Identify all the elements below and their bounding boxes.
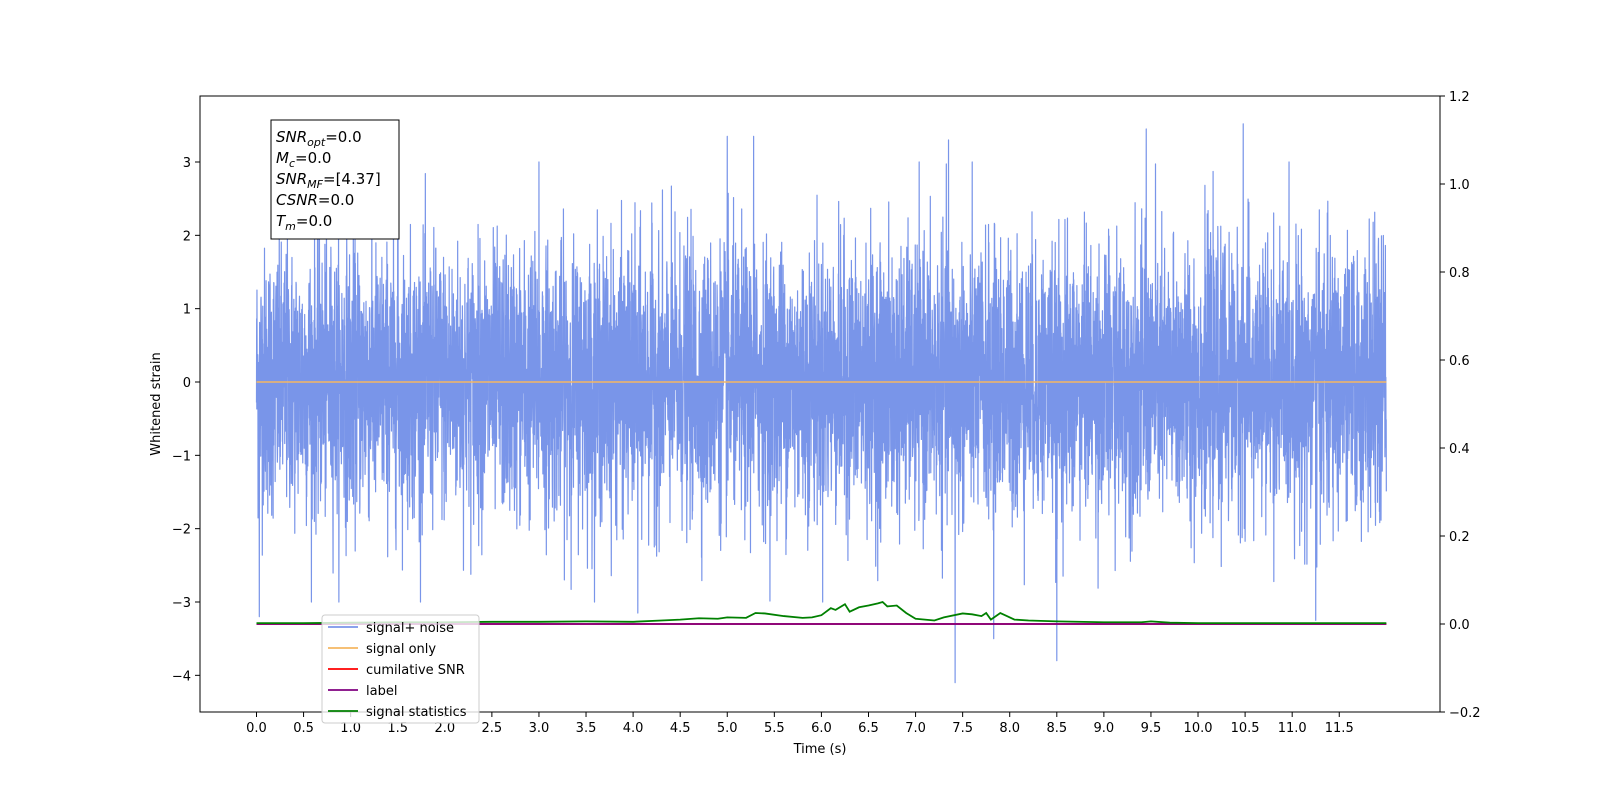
x-tick-label: 2.0	[434, 721, 455, 736]
x-tick-label: 3.5	[576, 721, 597, 736]
y2-tick-label: 0.0	[1449, 618, 1470, 633]
y2-tick-label: 0.6	[1449, 354, 1470, 369]
y2-tick-label: 1.2	[1449, 90, 1470, 105]
x-tick-label: 7.5	[952, 721, 973, 736]
noise-trace-layer	[255, 123, 1387, 684]
x-tick-label: 0.5	[293, 721, 314, 736]
annotation-line: SNRMF=[4.37]	[276, 170, 381, 191]
y-axis-label: Whitened strain	[149, 352, 164, 455]
x-tick-label: 10.0	[1184, 721, 1213, 736]
x-axis-label: Time (s)	[793, 742, 847, 757]
y2-tick-label: 0.4	[1449, 442, 1470, 457]
legend: signal+ noise signal only cumilative SNR la…	[321, 614, 480, 724]
y-tick-label: 1	[183, 303, 191, 318]
legend-label: label	[366, 684, 397, 699]
x-tick-label: 10.5	[1231, 721, 1260, 736]
y-tick-label: 3	[183, 156, 191, 171]
legend-label: signal statistics	[366, 705, 467, 720]
y-axis-left: −4 −3 −2 −1 0 1 2 3	[172, 156, 200, 684]
x-tick-label: 8.5	[1046, 721, 1067, 736]
x-tick-label: 7.0	[905, 721, 926, 736]
y-axis-right: −0.2 0.0 0.2 0.4 0.6 0.8 1.0 1.2	[1440, 90, 1481, 721]
x-tick-label: 11.5	[1325, 721, 1354, 736]
y2-tick-label: 0.2	[1449, 530, 1470, 545]
annotation-line: SNRopt=0.0	[276, 128, 362, 149]
y-tick-label: 2	[183, 229, 191, 244]
x-tick-label: 5.0	[717, 721, 738, 736]
x-tick-label: 2.5	[482, 721, 503, 736]
series-line-signal-noise	[255, 123, 1387, 684]
y-tick-label: −4	[172, 669, 191, 684]
annotation-line: CSNR=0.0	[276, 191, 354, 209]
annotation-line: Tm=0.0	[276, 212, 332, 233]
annotation-line: Mc=0.0	[276, 149, 331, 170]
series-line-signal-statistics	[256, 600, 1387, 625]
x-tick-label: 1.5	[387, 721, 408, 736]
y2-tick-label: 0.8	[1449, 266, 1470, 281]
x-tick-label: 11.0	[1278, 721, 1307, 736]
plot-frame	[199, 95, 1441, 713]
legend-label: signal only	[366, 642, 436, 657]
x-tick-label: 3.0	[529, 721, 550, 736]
x-tick-label: 9.0	[1094, 721, 1115, 736]
legend-label: signal+ noise	[366, 621, 454, 636]
x-tick-label: 8.0	[999, 721, 1020, 736]
y-tick-label: −3	[172, 596, 191, 611]
legend-frame	[321, 614, 480, 724]
x-tick-label: 6.0	[811, 721, 832, 736]
x-tick-label: 0.0	[246, 721, 267, 736]
x-tick-label: 9.5	[1141, 721, 1162, 736]
x-tick-label: 6.5	[858, 721, 879, 736]
y-tick-label: −2	[172, 523, 191, 538]
x-tick-label: 5.5	[764, 721, 785, 736]
y2-tick-label: −0.2	[1449, 706, 1481, 721]
x-axis: 0.0 0.5 1.0 1.5 2.0 2.5 3.0 3.5 4.0 4.5 5.0 5.5 6.0 6…	[246, 712, 1354, 736]
y2-tick-label: 1.0	[1449, 178, 1470, 193]
legend-label: cumilative SNR	[366, 663, 465, 678]
x-tick-label: 1.0	[340, 721, 361, 736]
y-tick-label: 0	[183, 376, 191, 391]
x-tick-label: 4.0	[623, 721, 644, 736]
annotation-box-frame	[270, 119, 400, 240]
y-tick-label: −1	[172, 449, 191, 464]
x-tick-label: 4.5	[670, 721, 691, 736]
